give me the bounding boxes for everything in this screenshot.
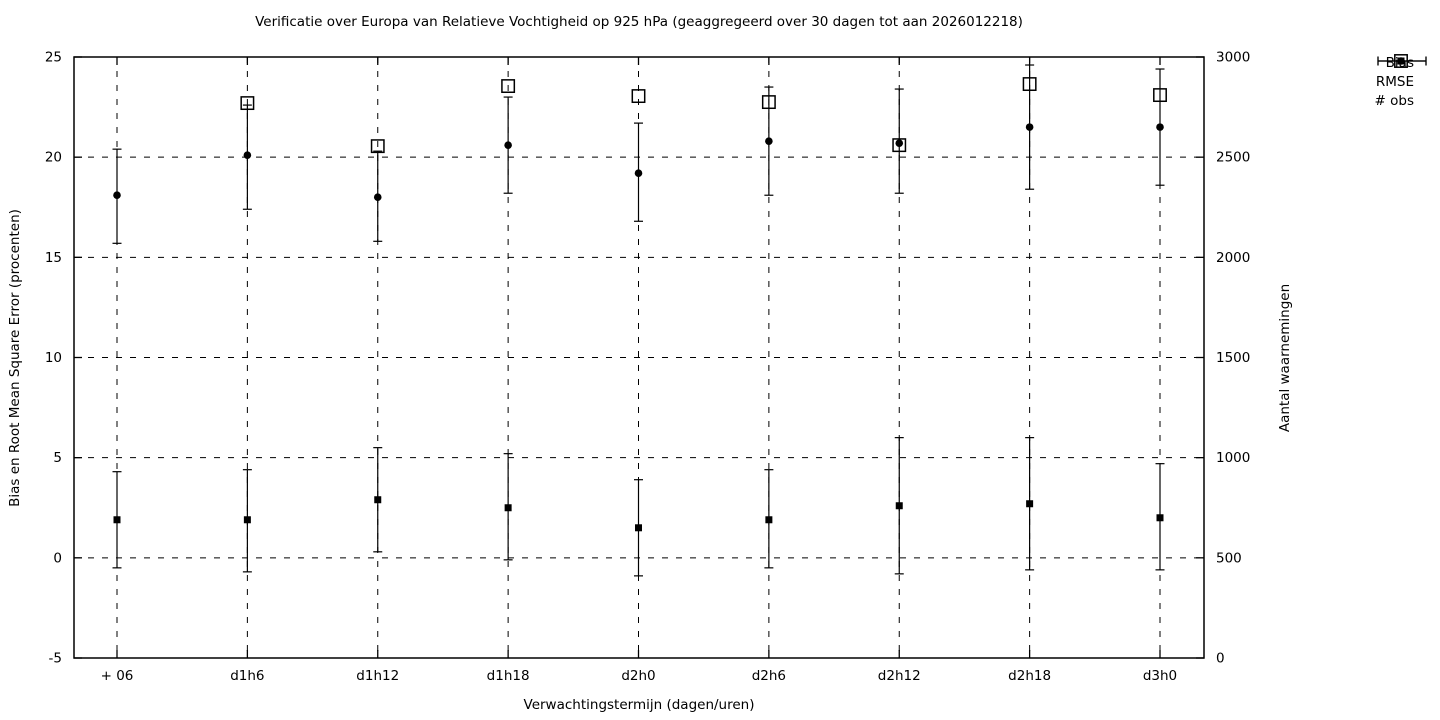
bias-marker bbox=[113, 516, 121, 524]
y-tick-label: -5 bbox=[49, 651, 62, 667]
y-axis-label-right: Aantal waarnemingen bbox=[1277, 283, 1293, 433]
x-tick-label: d1h6 bbox=[230, 668, 264, 684]
rmse-marker bbox=[895, 139, 904, 147]
legend-marker bbox=[1393, 54, 1408, 68]
y2-tick-label: 3000 bbox=[1216, 50, 1250, 66]
legend: Bias RMSE # obs bbox=[1374, 53, 1427, 110]
bias-marker bbox=[504, 504, 512, 512]
bias-marker bbox=[374, 496, 382, 504]
x-tick-label: d2h0 bbox=[621, 668, 655, 684]
y-tick-label: 10 bbox=[45, 350, 62, 366]
obs-marker bbox=[240, 96, 255, 111]
rmse-marker bbox=[504, 141, 512, 149]
x-tick-label: d2h12 bbox=[878, 668, 921, 684]
y-tick-label: 20 bbox=[45, 150, 62, 166]
rmse-marker bbox=[634, 169, 643, 177]
y-tick-label: 15 bbox=[45, 250, 62, 266]
x-tick-label: d2h6 bbox=[752, 668, 786, 684]
bias-marker bbox=[765, 516, 773, 524]
x-tick-label: d3h0 bbox=[1143, 668, 1177, 684]
obs-marker bbox=[892, 138, 907, 153]
legend-item-obs: # obs bbox=[1374, 54, 1423, 110]
rmse-marker bbox=[1025, 123, 1034, 131]
x-axis-label: Verwachtingstermijn (dagen/uren) bbox=[523, 697, 755, 713]
legend-marker bbox=[1396, 57, 1405, 65]
rmse-marker bbox=[243, 151, 252, 159]
rmse-marker bbox=[765, 137, 773, 145]
bias-marker bbox=[1026, 500, 1034, 508]
y-tick-label: 5 bbox=[53, 450, 62, 466]
rmse-marker bbox=[113, 191, 121, 200]
obs-marker bbox=[1022, 77, 1037, 91]
obs-marker bbox=[761, 95, 776, 110]
legend-label-obs: # obs bbox=[1374, 92, 1414, 109]
y2-tick-label: 1000 bbox=[1216, 450, 1250, 466]
y-axis-label-left: Bias en Root Mean Square Error (procente… bbox=[7, 209, 23, 507]
bias-marker bbox=[243, 516, 251, 524]
obs-marker bbox=[370, 139, 385, 154]
rmse-marker bbox=[373, 193, 382, 202]
y2-tick-label: 1500 bbox=[1216, 350, 1250, 366]
legend-item-rmse: RMSE bbox=[1375, 56, 1427, 91]
legend-sample-rmse-icon bbox=[1376, 56, 1427, 66]
obs-marker bbox=[1153, 88, 1167, 103]
x-tick-label: d2h18 bbox=[1008, 668, 1051, 684]
y2-tick-label: 2000 bbox=[1216, 250, 1250, 266]
bias-marker bbox=[1156, 514, 1164, 522]
bias-marker bbox=[895, 502, 903, 510]
x-tick-label: d1h18 bbox=[487, 668, 530, 684]
bias-marker bbox=[635, 524, 642, 532]
legend-label-rmse: RMSE bbox=[1375, 73, 1414, 90]
legend-sample-obs-icon bbox=[1393, 54, 1408, 68]
y2-tick-label: 500 bbox=[1216, 550, 1242, 566]
y-tick-label: 0 bbox=[53, 550, 62, 566]
y2-tick-label: 0 bbox=[1216, 651, 1225, 667]
chart-title: Verificatie over Europa van Relatieve Vo… bbox=[255, 14, 1023, 30]
y-tick-label: 25 bbox=[45, 50, 62, 66]
obs-marker bbox=[631, 89, 646, 104]
x-tick-label: + 06 bbox=[101, 668, 134, 684]
y2-tick-label: 2500 bbox=[1216, 150, 1250, 166]
rmse-marker bbox=[1156, 123, 1164, 131]
obs-marker bbox=[501, 79, 516, 93]
x-tick-label: d1h12 bbox=[356, 668, 399, 684]
